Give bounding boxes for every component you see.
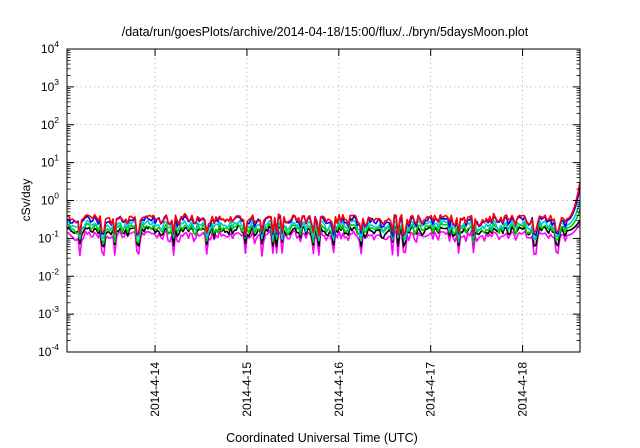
x-tick-label: 2014-4-17 (424, 362, 438, 417)
x-axis-ticks: 2014-4-14 2014-4-15 2014-4-16 2014-4-17 2014… (148, 49, 530, 417)
x-tick-label: 2014-4-18 (516, 362, 530, 417)
x-tick-label: 2014-4-15 (240, 362, 254, 417)
series-line (66, 210, 581, 244)
y-tick-label: 104 (41, 39, 59, 56)
y-tick-label: 102 (41, 115, 59, 132)
y-tick-label: 10-3 (38, 304, 59, 321)
grid-lines (67, 49, 580, 352)
y-axis-label: cSv/day (19, 179, 33, 222)
y-tick-label: 101 (41, 153, 59, 170)
y-tick-label: 10-2 (38, 266, 59, 283)
x-tick-label: 2014-4-16 (332, 362, 346, 417)
chart-title: /data/run/goesPlots/archive/2014-04-18/1… (122, 25, 529, 39)
series-line (66, 222, 581, 257)
y-axis-ticks: 104 103 102 101 100 10-1 10-2 10-3 10-4 (38, 39, 580, 359)
series-lines (66, 181, 581, 257)
y-tick-label: 10-4 (38, 342, 59, 359)
series-line (66, 181, 581, 237)
y-tick-label: 103 (41, 77, 59, 94)
y-tick-label: 10-1 (38, 228, 59, 245)
x-axis-label: Coordinated Universal Time (UTC) (226, 431, 418, 445)
y-tick-label: 100 (41, 191, 59, 208)
series-line (66, 187, 581, 238)
series-line (66, 201, 581, 242)
x-tick-label: 2014-4-14 (148, 362, 162, 417)
